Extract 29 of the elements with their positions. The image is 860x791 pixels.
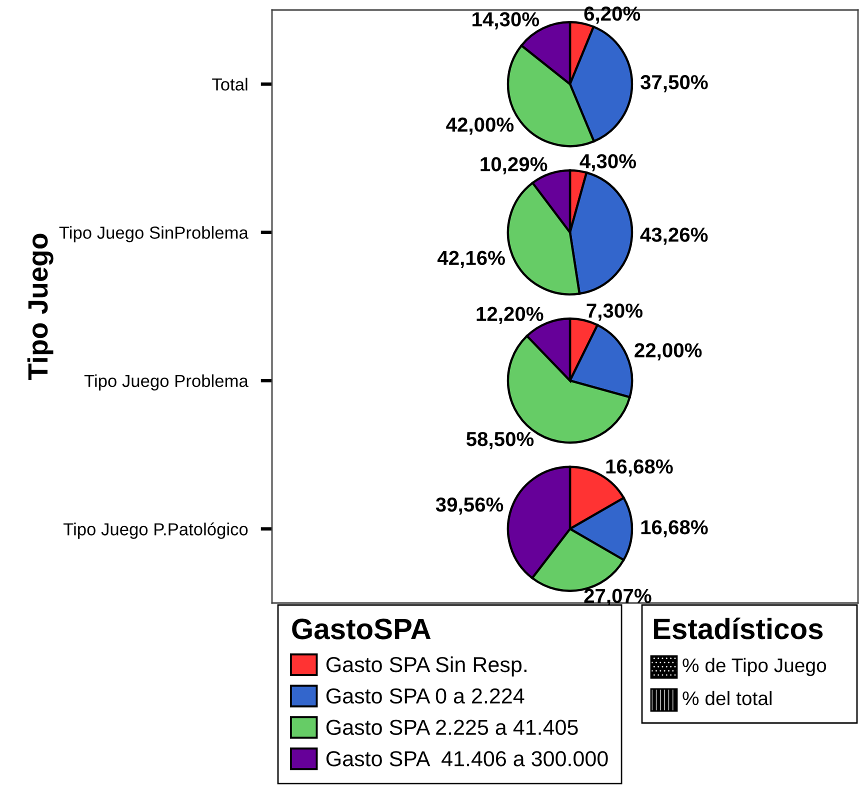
data-label: 10,29%: [480, 157, 548, 174]
text: Estadísticos: [654, 618, 823, 640]
data-label: 42,00%: [446, 118, 514, 135]
data-label: 6,20%: [584, 6, 640, 24]
data-label: 14,30%: [472, 12, 540, 30]
data-label: 12,20%: [476, 306, 544, 324]
data-label: 58,50%: [466, 432, 534, 450]
data-label: 22,00%: [634, 343, 702, 360]
data-label: 16,68%: [606, 459, 673, 477]
text: % de Tipo Juego: [682, 658, 826, 676]
slice-label: Tipo Juego P.Patológico: [63, 522, 248, 539]
slice-label: Tipo Juego Problema: [84, 374, 248, 391]
legend-label: Gasto SPA Sin Resp.: [326, 656, 526, 676]
legend-title: GastoSPA: [292, 618, 431, 640]
data-label: 37,50%: [640, 75, 708, 92]
legend-label: Gasto SPA 2.225 a 41.405: [326, 720, 578, 735]
text: Tipo Juego: [27, 234, 54, 380]
data-label: 27,07%: [584, 588, 652, 606]
text: % del total: [682, 690, 772, 706]
legend-label: Gasto SPA 0 a 2.224: [326, 688, 524, 704]
data-label: 4,30%: [580, 154, 636, 172]
slice-label: Tipo Juego SinProblema: [59, 226, 248, 242]
data-label: 39,56%: [436, 497, 504, 515]
legend-label: Gasto SPA 41.406 a 300.000: [326, 751, 608, 766]
data-label: 42,16%: [437, 250, 505, 268]
slice-label: Total: [212, 78, 248, 91]
data-label: 16,68%: [641, 520, 708, 538]
data-label: 43,26%: [640, 228, 708, 245]
data-label: 7,30%: [586, 304, 642, 321]
